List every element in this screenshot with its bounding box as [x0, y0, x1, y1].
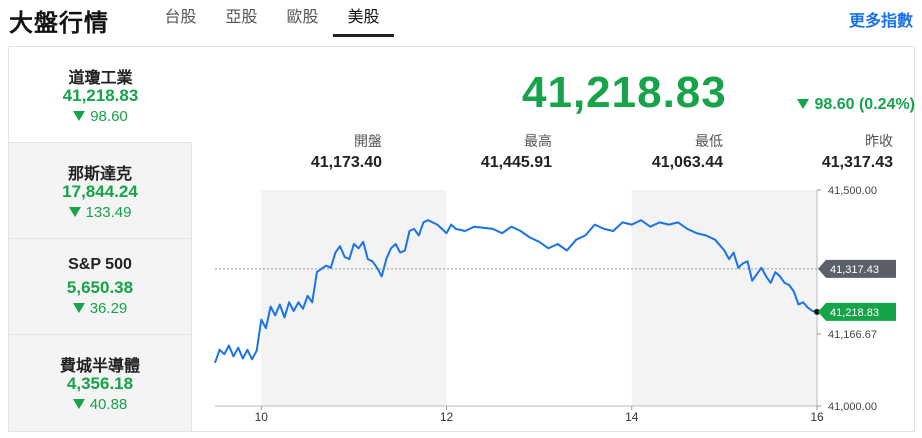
stat-open: 開盤 41,173.40	[311, 131, 382, 172]
market-panel: 道瓊工業 41,218.83 98.60 那斯達克 17,844.24 133.…	[8, 46, 915, 432]
stat-prev-close: 昨收 41,317.43	[822, 131, 893, 172]
index-list: 道瓊工業 41,218.83 98.60 那斯達克 17,844.24 133.…	[9, 47, 192, 431]
x-tick-label: 10	[255, 410, 269, 424]
index-price: 4,356.18	[66, 374, 134, 393]
price-change: 98.60 (0.24%)	[797, 96, 915, 114]
index-change: 98.60	[9, 108, 192, 128]
x-tick-label: 12	[440, 410, 454, 424]
index-name: 費城半導體	[59, 358, 140, 375]
more-indices-link[interactable]: 更多指數	[848, 13, 913, 30]
index-price: 41,218.83	[62, 86, 139, 105]
index-price: 17,844.24	[62, 182, 138, 201]
index-change-value: 40.88	[89, 396, 128, 413]
tab-tw-stock[interactable]: 台股	[164, 9, 197, 26]
down-triangle-icon	[73, 111, 86, 121]
down-triangle-icon	[72, 399, 85, 409]
stat-label: 最高	[524, 133, 552, 149]
tab-europe-stock[interactable]: 歐股	[286, 9, 319, 26]
stat-label: 最低	[695, 133, 723, 149]
index-item-dow[interactable]: 道瓊工業 41,218.83 98.60	[9, 47, 192, 143]
index-name: S&P 500	[68, 256, 132, 273]
index-item-sp500[interactable]: S&P 500 5,650.38 36.29	[9, 239, 192, 335]
price-change-value: 98.60 (0.24%)	[814, 96, 915, 113]
last-price-tag-label: 41,218.83	[830, 307, 879, 319]
stat-value: 41,445.91	[480, 154, 552, 171]
down-triangle-icon	[797, 99, 810, 109]
stat-label: 開盤	[354, 133, 382, 149]
index-item-nasdaq[interactable]: 那斯達克 17,844.24 133.49	[9, 143, 192, 239]
index-name: 那斯達克	[67, 166, 132, 183]
stat-label: 昨收	[865, 133, 893, 149]
index-item-sox[interactable]: 費城半導體 4,356.18 40.88	[9, 335, 192, 431]
index-name: 道瓊工業	[68, 70, 133, 87]
stat-value: 41,317.43	[821, 154, 893, 171]
down-triangle-icon	[72, 303, 85, 313]
page-title: 大盤行情	[9, 10, 109, 37]
index-change-value: 36.29	[89, 300, 128, 317]
stat-value: 41,173.40	[310, 154, 382, 171]
stat-high: 最高 41,445.91	[481, 131, 552, 172]
y-tick-label: 41,166.67	[828, 329, 877, 341]
index-price: 5,650.38	[66, 278, 134, 297]
prev-close-tag-label: 41,317.43	[830, 264, 879, 276]
index-change: 40.88	[9, 396, 191, 416]
last-price-tag	[818, 302, 896, 321]
last-price-dot	[814, 308, 820, 315]
index-change-value: 133.49	[85, 204, 132, 221]
stat-value: 41,063.44	[651, 154, 723, 171]
current-price: 41,218.83	[522, 68, 727, 117]
index-change: 133.49	[9, 204, 191, 224]
market-tabs: 台股 亞股 歐股 美股	[150, 0, 394, 37]
chart-band	[631, 190, 817, 406]
x-tick-label: 14	[625, 410, 639, 424]
down-triangle-icon	[68, 207, 81, 217]
stat-low: 最低 41,063.44	[652, 131, 723, 172]
index-change: 36.29	[9, 300, 191, 320]
tab-us-stock[interactable]: 美股	[333, 0, 394, 37]
chart-band	[261, 190, 447, 406]
tab-asia-stock[interactable]: 亞股	[225, 9, 258, 26]
index-change-value: 98.60	[90, 108, 128, 125]
price-line	[214, 219, 818, 364]
x-tick-label: 16	[810, 410, 824, 424]
prev-close-tag	[818, 259, 896, 278]
y-tick-label: 41,500.00	[828, 185, 877, 197]
y-tick-label: 41,000.00	[828, 401, 877, 413]
